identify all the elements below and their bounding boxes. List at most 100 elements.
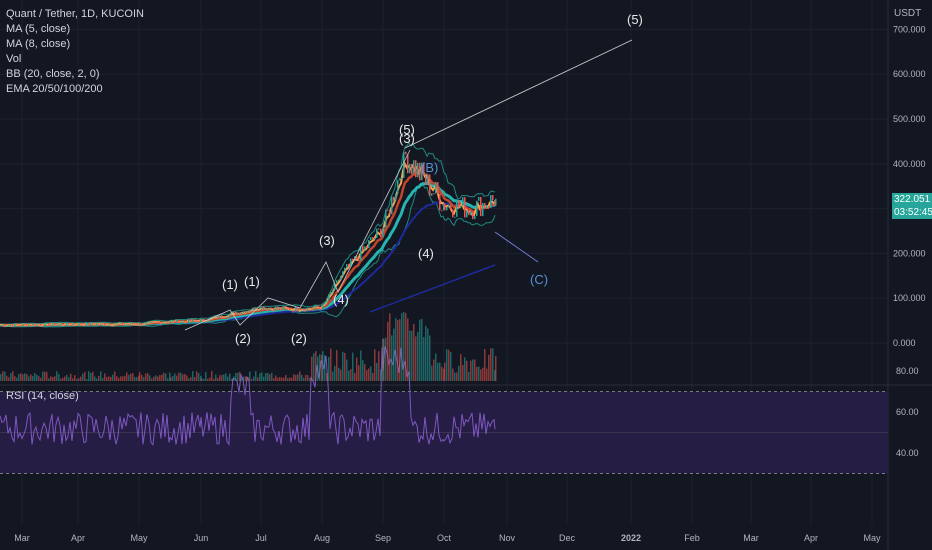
candle: [149, 321, 151, 323]
volume-bar: [287, 378, 289, 381]
candle: [82, 324, 84, 326]
candle: [452, 209, 454, 218]
candle: [139, 323, 141, 326]
volume-bar: [370, 366, 372, 381]
legend-bb[interactable]: BB (20, close, 2, 0): [6, 68, 100, 80]
candle: [464, 197, 466, 218]
volume-bar: [44, 371, 46, 381]
wave-label: (4): [333, 292, 349, 307]
time-tick-label: Sep: [375, 533, 391, 543]
candle: [163, 322, 165, 324]
volume-bar: [462, 365, 464, 381]
candle: [305, 309, 307, 312]
volume-bar: [393, 328, 395, 381]
volume-bar: [267, 373, 269, 381]
volume-bar: [66, 374, 68, 381]
volume-bar: [494, 370, 496, 381]
volume-bar: [271, 372, 273, 381]
volume-bar: [221, 375, 223, 381]
candle: [350, 258, 352, 267]
volume-bar: [174, 373, 176, 381]
candle: [372, 237, 374, 240]
volume-bar: [495, 356, 497, 381]
candle: [277, 306, 279, 309]
elliott-wave-annotations: (1) (1) (2) (2) (3) (3) (4) (4) (5) (5) (B) (C): [184, 12, 643, 346]
legend-ma5[interactable]: MA (5, close): [6, 23, 71, 35]
candle: [188, 319, 190, 323]
time-tick-label: Mar: [743, 533, 759, 543]
candle: [330, 292, 332, 295]
candle: [450, 204, 452, 210]
volume-bar: [411, 330, 413, 381]
candle: [478, 196, 480, 201]
candle: [376, 228, 378, 238]
candle: [207, 320, 209, 322]
volume-bar: [124, 375, 126, 381]
candle: [155, 321, 157, 323]
volume-bar: [350, 368, 352, 381]
candle: [122, 322, 124, 325]
candle: [12, 324, 14, 327]
volume-bar: [482, 367, 484, 381]
candle: [495, 198, 497, 206]
volume-bar: [122, 376, 124, 381]
candle: [444, 203, 446, 211]
volume-bar: [64, 376, 66, 381]
candle: [338, 279, 340, 281]
candle: [200, 319, 202, 323]
symbol-title[interactable]: Quant / Tether, 1D, KUCOIN: [6, 8, 144, 20]
candle: [380, 228, 382, 238]
candle: [112, 325, 114, 327]
candle: [456, 200, 458, 217]
volume-bar: [472, 359, 474, 381]
candle: [153, 321, 155, 323]
price-candles: [0, 151, 497, 327]
wave-label: (4): [418, 246, 434, 261]
candle: [237, 312, 239, 315]
volume-bar: [364, 364, 366, 381]
volume-bar: [293, 374, 295, 381]
volume-bar: [431, 365, 433, 381]
volume-bar: [409, 330, 411, 381]
volume-bar: [169, 372, 171, 381]
volume-bar: [6, 375, 8, 381]
candle: [295, 306, 297, 312]
volume-bar: [126, 372, 128, 381]
volume-bar: [96, 378, 98, 381]
volume-bar: [245, 376, 247, 381]
candle: [417, 162, 419, 178]
volume-bar: [180, 372, 182, 381]
wave-c-projection: [494, 231, 539, 263]
candle: [462, 197, 464, 206]
volume-bar: [281, 377, 283, 381]
legend-ma8[interactable]: MA (8, close): [6, 38, 71, 50]
volume-bar: [112, 374, 114, 381]
volume-bar: [139, 372, 141, 381]
candle: [120, 322, 122, 324]
volume-bar: [120, 376, 122, 381]
volume-bar: [100, 371, 102, 381]
legend-rsi[interactable]: RSI (14, close): [6, 390, 79, 402]
candle: [20, 325, 22, 327]
candle: [229, 314, 231, 317]
candle: [243, 311, 245, 313]
volume-bar: [12, 371, 14, 381]
candle: [307, 307, 309, 312]
candle: [141, 323, 143, 326]
volume-bar: [161, 374, 163, 381]
candle: [419, 162, 421, 181]
candle: [336, 280, 338, 284]
legend-vol[interactable]: Vol: [6, 53, 22, 65]
rsi-tick-label: 60.00: [896, 407, 919, 417]
candle: [233, 311, 235, 313]
candle: [281, 306, 283, 310]
volume-bar: [186, 375, 188, 381]
candle: [145, 322, 147, 325]
volume-bar: [170, 377, 172, 381]
legend-ema[interactable]: EMA 20/50/100/200: [6, 83, 103, 95]
candle: [110, 324, 112, 326]
volume-bar: [203, 378, 205, 381]
candle: [60, 323, 62, 325]
candle: [78, 323, 80, 326]
